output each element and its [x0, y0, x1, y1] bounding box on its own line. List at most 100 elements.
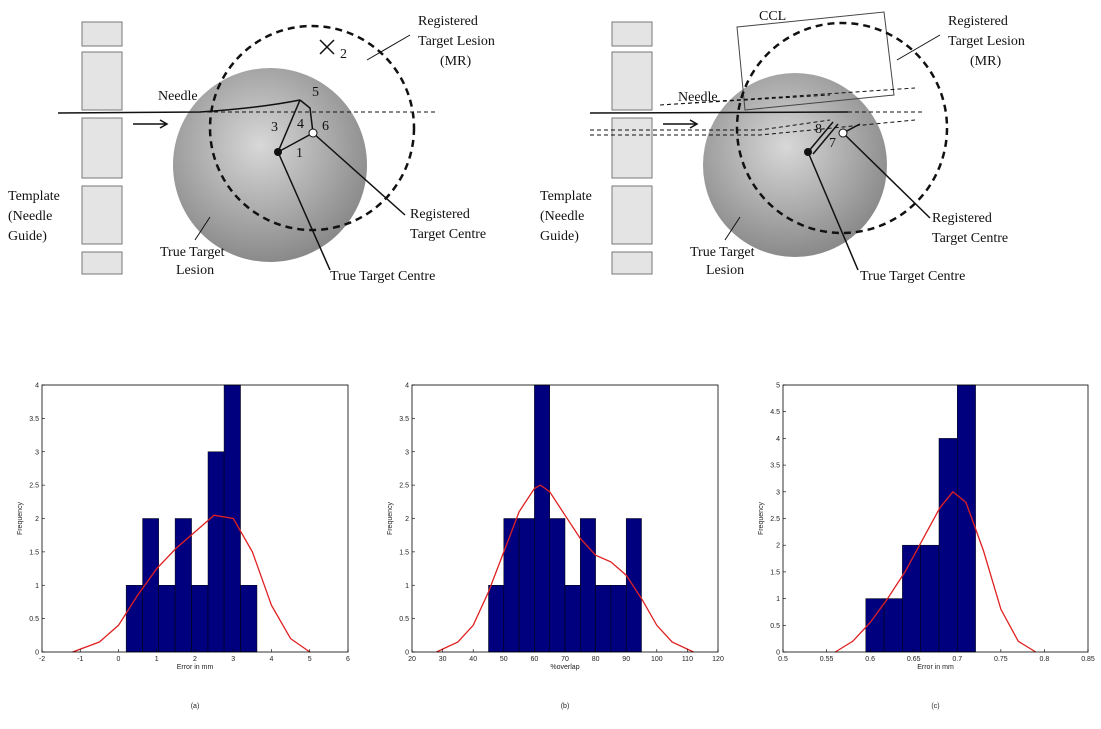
label: Registered	[948, 14, 1008, 29]
y-tick-label: 4	[35, 383, 39, 390]
x-tick-label: 100	[651, 656, 663, 663]
bar	[920, 544, 940, 653]
label: (MR)	[440, 54, 471, 69]
y-tick-label: 0	[776, 650, 780, 657]
number: 7	[829, 136, 836, 151]
label: Lesion	[176, 263, 214, 278]
x-tick-label: 0.75	[994, 656, 1008, 663]
y-tick-label: 1	[776, 596, 780, 603]
x-tick-label: 4	[270, 656, 274, 663]
bar	[610, 585, 627, 653]
x-tick-label: 70	[561, 656, 569, 663]
y-tick-label: 0.5	[399, 616, 409, 623]
label: True Target Centre	[860, 269, 965, 284]
bar	[125, 585, 143, 653]
density-curve	[436, 484, 694, 653]
y-tick-label: 0.5	[770, 623, 780, 630]
y-tick-label: 2.5	[29, 483, 39, 490]
x-tick-label: 40	[469, 656, 477, 663]
x-tick-label: 60	[531, 656, 539, 663]
registered-lesion	[735, 21, 949, 235]
bar	[595, 585, 612, 653]
number: 1	[296, 146, 303, 161]
bar	[549, 518, 566, 653]
label: (Needle	[8, 209, 52, 224]
label: Guide)	[8, 229, 47, 244]
y-tick-label: 3.5	[29, 416, 39, 423]
y-tick-label: 2	[776, 543, 780, 550]
bar	[191, 585, 209, 653]
x-tick-label: 2	[193, 656, 197, 663]
number: 4	[297, 117, 304, 132]
y-axis-label: Frequency	[387, 501, 394, 535]
x-tick-label: 0.65	[907, 656, 921, 663]
bar	[883, 598, 903, 653]
x-tick-label: 0.55	[820, 656, 834, 663]
number: 3	[271, 120, 278, 135]
y-tick-label: 1.5	[399, 549, 409, 556]
y-tick-label: 5	[776, 383, 780, 390]
label: Registered	[932, 211, 992, 226]
y-axis-label: Frequency	[758, 501, 765, 535]
registered-centre	[308, 128, 318, 138]
y-tick-label: 4	[405, 383, 409, 390]
y-tick-label: 4	[776, 436, 780, 443]
template-blocks	[81, 21, 123, 275]
leader	[896, 34, 941, 61]
label: Guide)	[540, 229, 579, 244]
label: Target Lesion	[418, 34, 495, 49]
label: (MR)	[970, 54, 1001, 69]
bar	[534, 384, 550, 653]
bar	[503, 518, 520, 653]
x-axis-label: %overlap	[550, 664, 579, 671]
x-tick-label: 20	[408, 656, 416, 663]
y-tick-label: 3.5	[399, 416, 409, 423]
density-curve	[834, 490, 1037, 653]
label: Template	[540, 189, 592, 204]
x-tick-label: 5	[308, 656, 312, 663]
bar	[174, 518, 192, 653]
template-blocks	[611, 21, 653, 275]
y-tick-label: 2	[35, 516, 39, 523]
x-tick-label: -2	[39, 656, 45, 663]
leader	[194, 216, 211, 241]
true-lesion	[703, 73, 887, 257]
ccl-box	[736, 11, 895, 111]
label: Target Lesion	[948, 34, 1025, 49]
y-tick-label: 4.5	[770, 409, 780, 416]
y-tick-label: 1	[35, 583, 39, 590]
label: Target Centre	[410, 227, 486, 242]
x-tick-label: 3	[231, 656, 235, 663]
label: Template	[8, 189, 60, 204]
needle	[589, 111, 849, 114]
x-tick-label: 6	[346, 656, 350, 663]
y-tick-label: 0.5	[29, 616, 39, 623]
x-tick-label: 90	[622, 656, 630, 663]
label: Lesion	[706, 263, 744, 278]
bar	[158, 585, 176, 653]
arrow	[133, 119, 169, 129]
number: 6	[322, 119, 329, 134]
bar	[488, 585, 505, 653]
y-tick-label: 3	[405, 449, 409, 456]
x-tick-label: 30	[439, 656, 447, 663]
needle-paths	[590, 87, 925, 136]
y-tick-label: 3	[35, 449, 39, 456]
number: 8	[815, 122, 822, 137]
x-tick-label: 0	[117, 656, 121, 663]
y-tick-label: 1.5	[770, 569, 780, 576]
label: Needle	[158, 89, 198, 104]
x-axis-label: Error in mm	[917, 664, 954, 671]
label: True Target	[160, 245, 225, 260]
label: Needle	[678, 90, 718, 105]
y-tick-label: 1	[405, 583, 409, 590]
x-tick-label: 110	[682, 656, 693, 663]
y-tick-label: 2.5	[399, 483, 409, 490]
caption: (c)	[931, 703, 939, 710]
x-tick-label: 0.85	[1081, 656, 1095, 663]
label: True Target Centre	[330, 269, 435, 284]
bar	[240, 585, 258, 653]
